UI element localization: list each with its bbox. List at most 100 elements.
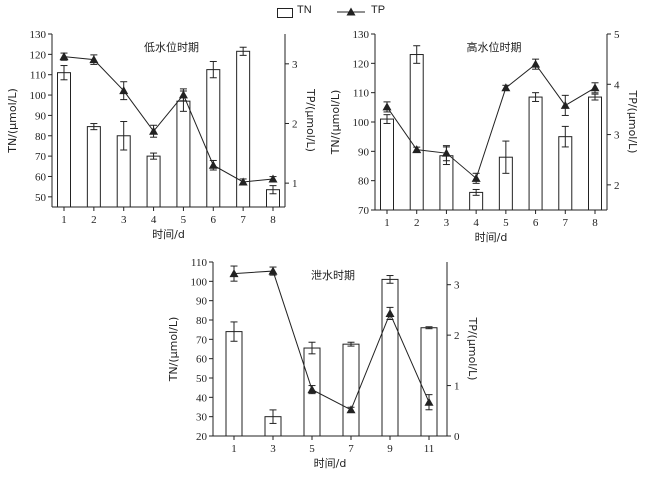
tn-bar: [225, 331, 243, 437]
x-tick-label: 4: [473, 217, 479, 229]
tn-bar: [420, 327, 438, 437]
tn-bar: [469, 191, 484, 211]
x-tick-label: 1: [61, 214, 67, 226]
left-tick-label: 120: [30, 49, 47, 61]
x-tick-label: 2: [414, 217, 420, 229]
left-tick-label: 80: [358, 176, 370, 188]
tp-point: [560, 100, 570, 109]
right-tick-label: 4: [614, 79, 620, 91]
left-tick-label: 80: [35, 131, 47, 143]
right-tick-label: 3: [454, 280, 460, 292]
tn-bar: [380, 118, 394, 211]
tp-point: [89, 55, 99, 64]
left-tick-label: 70: [35, 151, 47, 163]
x-tick-label: 11: [424, 443, 435, 455]
tn-bar: [439, 155, 454, 211]
legend-tn-swatch: [277, 8, 293, 18]
left-tick-label: 110: [191, 257, 208, 269]
right-tick-label: 5: [614, 29, 620, 41]
tn-bar: [57, 72, 71, 208]
y2-axis-label: TP/(μmol/L): [304, 88, 317, 152]
x-tick-label: 7: [563, 217, 569, 229]
left-tick-label: 130: [30, 29, 47, 41]
x-tick-label: 6: [533, 217, 539, 229]
tn-bar: [236, 50, 251, 208]
left-tick-label: 40: [196, 392, 208, 404]
x-tick-label: 7: [240, 214, 246, 226]
left-tick-label: 110: [353, 88, 370, 100]
chart-panel-1: 50 60 70 80 90 100 110 120 130 1 2 3 1 2 3 4 5 6 7 8 时间/d TN/…: [6, 29, 317, 241]
left-tick-label: 130: [353, 29, 370, 41]
x-tick-label: 2: [91, 214, 97, 226]
tn-bar: [558, 136, 573, 211]
left-tick-label: 80: [196, 315, 208, 327]
left-tick-label: 50: [196, 373, 208, 385]
right-tick-label: 1: [454, 381, 460, 393]
legend-tp-label: TP: [371, 4, 386, 16]
right-tick-label: 0: [454, 431, 460, 443]
tp-point: [268, 174, 278, 183]
tp-point: [385, 308, 395, 317]
right-tick-label: 2: [614, 180, 620, 192]
tp-point: [59, 52, 69, 61]
tn-bar: [206, 69, 221, 208]
tp-point: [590, 83, 600, 92]
tp-point: [307, 385, 317, 394]
left-tick-label: 60: [35, 171, 47, 183]
x-tick-label: 5: [503, 217, 509, 229]
left-tick-label: 30: [196, 412, 208, 424]
tp-point: [268, 266, 278, 275]
left-tick-label: 110: [30, 70, 47, 82]
tp-point: [412, 145, 422, 154]
tp-point: [178, 90, 188, 99]
chart-title: 低水位时期: [144, 40, 199, 54]
y2-axis-label: TP/(μmol/L): [466, 317, 479, 381]
tn-bar: [381, 278, 399, 437]
tp-point: [424, 397, 434, 406]
tn-bar: [498, 156, 513, 211]
chart-panel-2: 70 80 90 100 110 120 130 2 3 4 5 1 2 3 4 5 6 7 8 时间/d TN/(μm…: [329, 29, 639, 244]
right-tick-label: 2: [454, 330, 460, 342]
right-tick-label: 3: [614, 130, 620, 142]
chart-title: 泄水时期: [311, 269, 355, 282]
x-tick-label: 3: [121, 214, 127, 226]
x-tick-label: 1: [231, 443, 237, 455]
legend-tn-label: TN: [297, 4, 312, 16]
left-tick-label: 90: [358, 146, 370, 158]
y-axis-label: TN/(μmol/L): [6, 88, 19, 154]
x-tick-label: 3: [444, 217, 450, 229]
x-tick-label: 9: [387, 443, 393, 455]
x-tick-label: 5: [309, 443, 315, 455]
tn-bar: [528, 96, 543, 211]
tp-point: [238, 177, 248, 186]
legend: TN TP: [0, 0, 646, 20]
left-tick-label: 100: [353, 117, 370, 129]
tn-bar: [176, 100, 191, 208]
tn-bar: [409, 54, 424, 211]
tn-bar: [116, 135, 131, 208]
left-tick-label: 100: [191, 276, 208, 288]
left-tick-label: 20: [196, 431, 208, 443]
legend-tp-swatch: [337, 7, 365, 16]
tn-bar: [86, 126, 101, 208]
y-axis-label: TN/(μmol/L): [329, 90, 342, 156]
tp-point: [382, 102, 392, 111]
tp-point: [471, 173, 481, 182]
chart-title: 高水位时期: [467, 40, 522, 54]
left-tick-label: 100: [30, 90, 47, 102]
tn-bar: [264, 416, 282, 437]
right-tick-label: 2: [292, 118, 298, 130]
x-tick-label: 3: [270, 443, 276, 455]
left-tick-label: 90: [35, 110, 47, 122]
right-tick-label: 1: [292, 178, 298, 190]
tp-point: [149, 126, 159, 135]
x-axis-label: 时间/d: [314, 457, 347, 470]
x-tick-label: 5: [181, 214, 187, 226]
left-tick-label: 50: [35, 192, 47, 204]
right-tick-label: 3: [292, 59, 298, 71]
left-tick-label: 90: [196, 296, 208, 308]
x-axis-label: 时间/d: [152, 228, 185, 241]
x-axis-label: 时间/d: [475, 231, 508, 244]
